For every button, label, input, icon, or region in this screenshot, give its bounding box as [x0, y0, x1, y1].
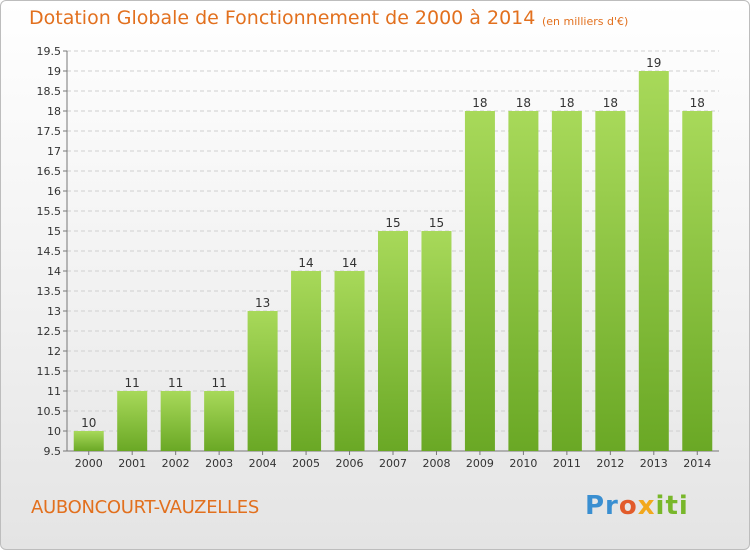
- bar-2009: [464, 111, 495, 451]
- y-tick-label: 18: [47, 105, 61, 118]
- y-tick-label: 9.5: [44, 445, 62, 458]
- bar-2003: [204, 391, 235, 451]
- value-label: 13: [255, 296, 270, 310]
- bar-2014: [682, 111, 713, 451]
- commune-name: AUBONCOURT-VAUZELLES: [31, 497, 259, 518]
- value-label: 18: [603, 96, 618, 110]
- bar-2001: [117, 391, 148, 451]
- x-tick-label: 2001: [118, 457, 146, 470]
- y-tick-label: 10: [47, 425, 61, 438]
- y-tick-label: 19.5: [37, 45, 62, 58]
- bar-2011: [551, 111, 582, 451]
- axes: 9.5 10 10.5 11 11.5 12 12.5 13 13.5 14 14.5 15 15.5 1…: [37, 45, 719, 470]
- y-tick-label: 19: [47, 65, 61, 78]
- y-tick-label: 17.5: [37, 125, 62, 138]
- y-tick-label: 11.5: [37, 365, 62, 378]
- value-label: 18: [559, 96, 574, 110]
- bar-2005: [291, 271, 322, 451]
- bar-2000: [73, 431, 104, 451]
- x-tick-label: 2009: [466, 457, 494, 470]
- x-tick-label: 2007: [379, 457, 407, 470]
- chart-title: Dotation Globale de Fonctionnement de 20…: [29, 7, 536, 29]
- bar-2006: [334, 271, 365, 451]
- proxiti-logo[interactable]: Proxiti: [585, 491, 689, 521]
- bar-2013: [638, 71, 669, 451]
- y-tick-label: 15.5: [37, 205, 62, 218]
- chart-subtitle: (en milliers d'€): [542, 15, 629, 28]
- x-tick-label: 2014: [683, 457, 711, 470]
- y-tick-label: 16.5: [37, 165, 62, 178]
- x-tick-label: 2008: [422, 457, 450, 470]
- value-label: 18: [516, 96, 531, 110]
- value-label: 11: [125, 376, 140, 390]
- y-tick-label: 14.5: [37, 245, 62, 258]
- value-label: 15: [385, 216, 400, 230]
- value-label: 19: [646, 56, 661, 70]
- value-label: 18: [472, 96, 487, 110]
- logo-part-1: Pr: [585, 491, 619, 521]
- x-tick-label: 2003: [205, 457, 233, 470]
- y-tick-label: 11: [47, 385, 61, 398]
- x-tick-label: 2004: [249, 457, 277, 470]
- value-label: 11: [211, 376, 226, 390]
- x-tick-label: 2002: [162, 457, 190, 470]
- logo-part-2: o: [618, 491, 638, 521]
- bar-2002: [160, 391, 191, 451]
- bar-2007: [378, 231, 408, 451]
- bar-2012: [595, 111, 626, 451]
- bars: [73, 71, 713, 451]
- x-tick-label: 2000: [75, 457, 103, 470]
- x-tick-label: 2006: [336, 457, 364, 470]
- y-tick-label: 14: [47, 265, 61, 278]
- bar-2008: [421, 231, 452, 451]
- y-tick-label: 13.5: [37, 285, 62, 298]
- bar-2010: [508, 111, 539, 451]
- value-label: 14: [298, 256, 313, 270]
- y-tick-label: 17: [47, 145, 61, 158]
- value-label: 15: [429, 216, 444, 230]
- data-labels: 10 11 11 11 13 14 14 15 15 18 18 18 18 19 18: [81, 56, 705, 430]
- x-tick-label: 2011: [553, 457, 581, 470]
- y-tick-label: 13: [47, 305, 61, 318]
- y-tick-label: 15: [47, 225, 61, 238]
- x-tick-label: 2005: [292, 457, 320, 470]
- value-label: 10: [81, 416, 96, 430]
- y-tick-label: 10.5: [37, 405, 62, 418]
- bar-2004: [247, 311, 278, 451]
- value-label: 11: [168, 376, 183, 390]
- x-tick-label: 2012: [596, 457, 624, 470]
- x-tick-label: 2010: [509, 457, 537, 470]
- logo-part-3: x: [637, 491, 656, 521]
- x-tick-label: 2013: [640, 457, 668, 470]
- y-tick-label: 16: [47, 185, 61, 198]
- y-tick-label: 18.5: [37, 85, 62, 98]
- logo-part-4: iti: [655, 491, 689, 521]
- value-label: 18: [690, 96, 705, 110]
- y-tick-label: 12: [47, 345, 61, 358]
- value-label: 14: [342, 256, 357, 270]
- y-tick-label: 12.5: [37, 325, 62, 338]
